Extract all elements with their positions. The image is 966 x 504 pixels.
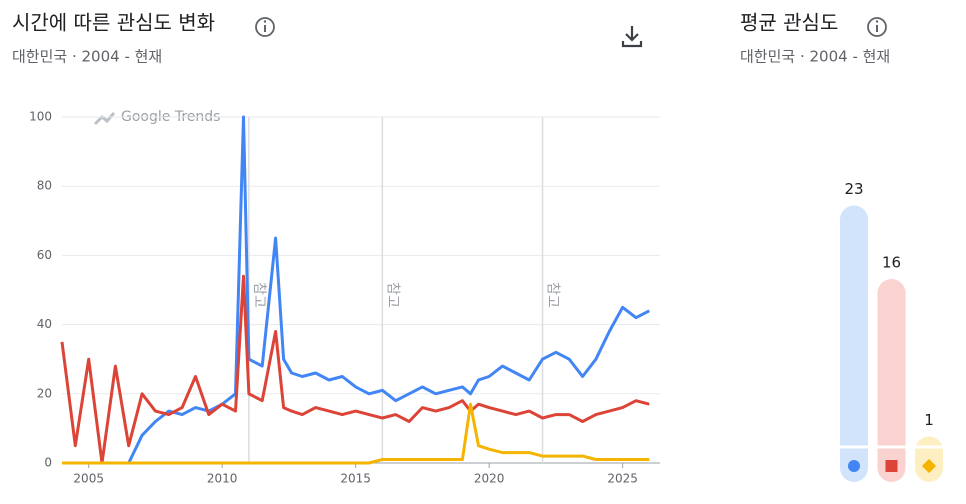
annotation-label: 참고	[251, 282, 267, 308]
annotation-label: 참고	[384, 282, 400, 308]
avg-value-label: 1	[924, 411, 934, 429]
download-button[interactable]	[621, 26, 643, 48]
x-tick-label: 2010	[207, 472, 238, 486]
chart-title: 시간에 따른 관심도 변화	[12, 11, 215, 35]
info-icon[interactable]	[255, 17, 275, 37]
avg-subtitle: 대한민국 · 2004 - 현재	[740, 48, 890, 66]
x-tick-label: 2005	[73, 472, 104, 486]
y-tick-label: 40	[37, 317, 52, 331]
avg-title: 평균 관심도	[740, 11, 838, 35]
avg-value-label: 23	[844, 180, 863, 198]
trends-logo	[93, 112, 116, 126]
y-tick-label: 80	[37, 179, 52, 193]
x-tick-label: 2015	[340, 472, 371, 486]
y-tick-label: 60	[37, 248, 52, 262]
avg-bar	[877, 279, 906, 482]
avg-value-label: 16	[882, 254, 901, 272]
legend-marker	[921, 458, 937, 474]
chart-subtitle: 대한민국 · 2004 - 현재	[12, 48, 162, 66]
x-tick-label: 2020	[474, 472, 505, 486]
avg-bar	[840, 205, 868, 482]
info-icon[interactable]	[867, 17, 887, 37]
trend-line	[62, 402, 650, 465]
y-tick-label: 0	[44, 456, 52, 470]
legend-marker	[848, 460, 860, 472]
annotation-label: 참고	[545, 282, 561, 308]
trend-line	[60, 274, 650, 465]
x-tick-label: 2025	[607, 472, 638, 486]
legend-marker	[885, 460, 898, 472]
y-tick-label: 20	[37, 386, 52, 400]
y-tick-label: 100	[29, 110, 52, 124]
